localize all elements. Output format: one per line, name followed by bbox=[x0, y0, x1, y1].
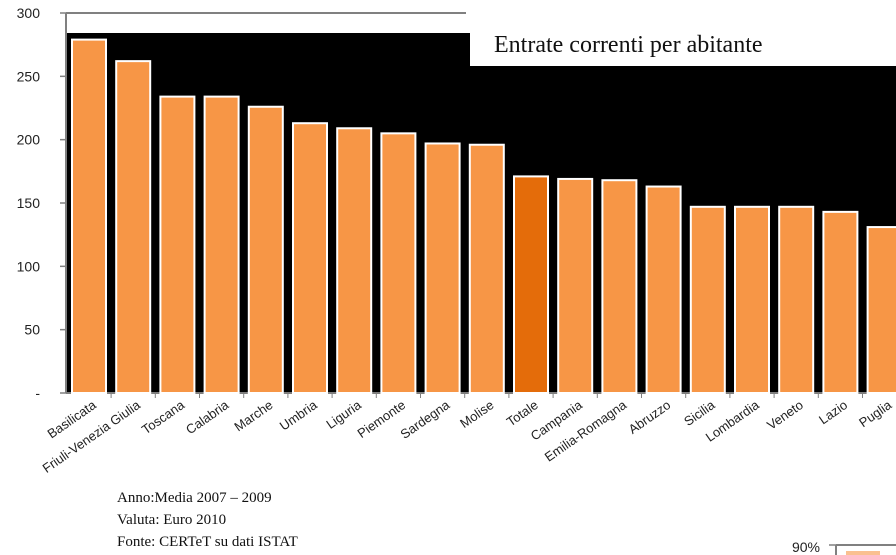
y-tick-label: 50 bbox=[24, 322, 40, 338]
bar-abruzzo bbox=[645, 185, 682, 394]
x-tick-label: Sicilia bbox=[681, 397, 718, 429]
bar-liguria bbox=[336, 127, 373, 394]
bar-puglia bbox=[866, 226, 896, 394]
y-tick-label: 250 bbox=[17, 68, 41, 84]
y-tick-label: 150 bbox=[17, 195, 41, 211]
bar-friuli-venezia-giulia bbox=[115, 60, 152, 395]
y-tick-label: - bbox=[35, 385, 40, 401]
bar-toscana bbox=[159, 95, 196, 394]
bar-piemonte bbox=[380, 132, 417, 394]
bar-veneto bbox=[778, 205, 815, 394]
x-tick-label: Calabria bbox=[183, 397, 232, 437]
x-tick-label: Lazio bbox=[816, 397, 850, 427]
x-tick-label: Veneto bbox=[764, 397, 806, 433]
bar-umbria bbox=[292, 122, 328, 394]
bar-lombardia bbox=[734, 205, 770, 394]
bar-emilia-romagna bbox=[601, 179, 638, 394]
note-source: Fonte: CERTeT su dati ISTAT bbox=[117, 534, 298, 550]
x-tick-label: Marche bbox=[231, 397, 275, 434]
chart-title: Entrate correnti per abitante bbox=[494, 32, 763, 58]
bar-sicilia bbox=[689, 205, 726, 394]
x-tick-label: Abruzzo bbox=[626, 397, 674, 437]
note-currency: Valuta: Euro 2010 bbox=[117, 512, 227, 528]
bar-lazio bbox=[822, 210, 859, 394]
bar-campania bbox=[557, 177, 594, 394]
x-tick-label: Toscana bbox=[139, 397, 188, 438]
inset-tick-label: 90% bbox=[792, 539, 820, 555]
note-period: Anno:Media 2007 – 2009 bbox=[117, 490, 272, 506]
x-tick-label: Sardegna bbox=[398, 397, 453, 442]
x-tick-label: Umbria bbox=[277, 397, 321, 434]
bar-totale bbox=[513, 175, 549, 394]
inset-bar bbox=[846, 551, 880, 555]
x-tick-label: Puglia bbox=[856, 397, 895, 430]
y-tick-label: 100 bbox=[17, 258, 41, 274]
secondary-chart-fragment: 90%80% bbox=[792, 539, 896, 555]
x-tick-label: Molise bbox=[457, 397, 496, 431]
chart-notes: Anno:Media 2007 – 2009 Valuta: Euro 2010… bbox=[117, 487, 298, 553]
x-tick-label: Emilia-Romagna bbox=[542, 397, 630, 465]
bar-basilicata bbox=[71, 38, 107, 394]
bar-marche bbox=[247, 105, 284, 394]
bar-molise bbox=[468, 143, 505, 394]
title-box bbox=[470, 14, 896, 66]
y-tick-label: 200 bbox=[17, 132, 41, 148]
y-tick-label: 300 bbox=[17, 5, 41, 21]
bar-sardegna bbox=[424, 142, 461, 394]
x-tick-label: Totale bbox=[504, 397, 541, 429]
bar-calabria bbox=[203, 95, 240, 394]
